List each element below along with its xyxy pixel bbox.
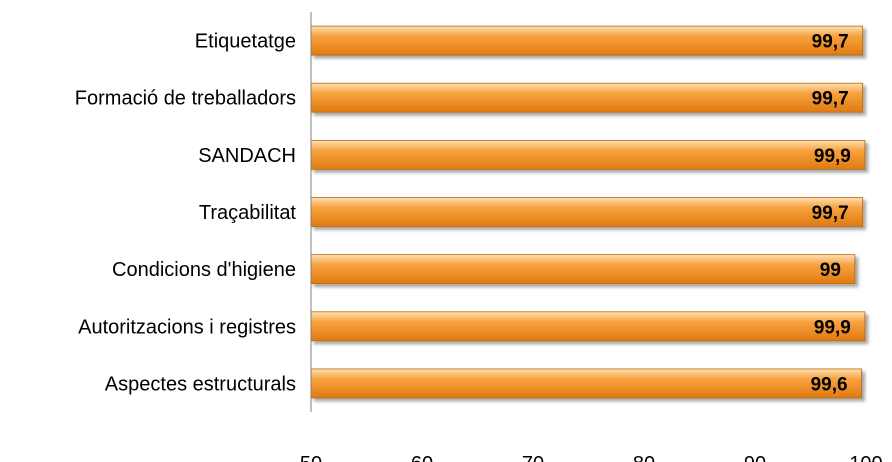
value-label-5: 99,9	[814, 317, 851, 338]
value-label-0: 99,7	[812, 32, 849, 53]
bars	[310, 25, 866, 399]
x-tick-label-0: 50	[300, 453, 322, 462]
x-tick-label-4: 90	[744, 453, 766, 462]
x-tick-label-5: 100	[849, 453, 882, 462]
value-label-3: 99,7	[812, 203, 849, 224]
x-tick-label-2: 70	[522, 453, 544, 462]
category-labels: Etiquetatge Formació de treballadors SANDA…	[75, 31, 297, 396]
category-label-6: Aspectes estructurals	[105, 373, 296, 395]
x-tick-label-1: 60	[411, 453, 433, 462]
category-label-2: SANDACH	[198, 145, 296, 167]
bar-3	[310, 197, 864, 227]
bar-4	[310, 254, 856, 285]
bar-2	[310, 139, 866, 170]
value-label-2: 99,9	[814, 146, 851, 167]
category-label-1: Formació de treballadors	[75, 88, 296, 110]
bar-0	[310, 25, 864, 56]
bar-1	[310, 82, 864, 113]
value-label-1: 99,7	[812, 89, 849, 110]
value-label-4: 99	[820, 260, 841, 281]
category-label-3: Traçabilitat	[199, 202, 297, 224]
value-label-6: 99,6	[811, 374, 848, 395]
bar-5	[310, 311, 866, 342]
value-labels: 99,7 99,7 99,9 99,7 99 99,9 99,6	[811, 32, 851, 396]
category-label-4: Condicions d'higiene	[112, 259, 296, 281]
x-tick-label-3: 80	[633, 453, 655, 462]
category-label-0: Etiquetatge	[195, 31, 296, 53]
bar-6	[310, 368, 862, 399]
category-label-5: Autoritzacions i registres	[78, 316, 296, 338]
axes: 50 60 70 80 90 100	[300, 12, 883, 462]
